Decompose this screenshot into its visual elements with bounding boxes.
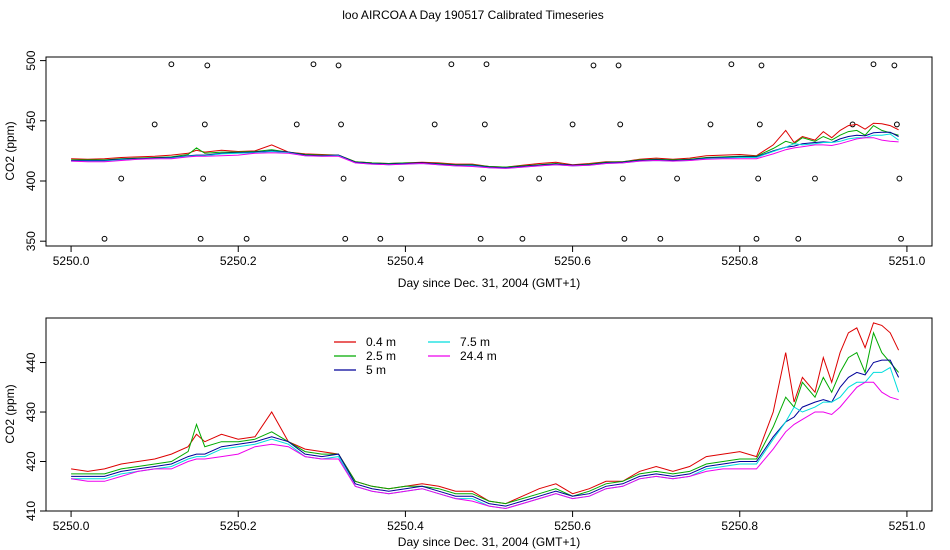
bottom-panel: Day since Dec. 31, 2004 (GMT+1) CO2 (ppm… xyxy=(3,317,933,549)
x-tick-label: 5250.0 xyxy=(53,519,90,533)
x-tick-label: 5250.2 xyxy=(220,254,257,268)
outlier-point xyxy=(204,62,211,69)
outlier-point xyxy=(812,175,818,182)
x-tick-label: 5250.6 xyxy=(554,254,591,268)
outlier-point xyxy=(477,235,484,242)
outlier-point xyxy=(898,235,904,242)
outlier-point xyxy=(398,175,405,182)
x-tick-label: 5251.0 xyxy=(889,254,926,268)
outlier-point xyxy=(621,235,628,242)
series-line-2-5-m xyxy=(71,331,899,505)
legend-label: 0.4 m xyxy=(366,335,396,349)
outlier-point xyxy=(728,61,735,68)
legend-label: 5 m xyxy=(366,363,386,377)
outlier-point xyxy=(431,121,438,128)
outlier-point xyxy=(870,61,877,68)
legend-label: 24.4 m xyxy=(460,349,497,363)
series-line-7-5-m xyxy=(71,366,900,510)
legend-label: 2.5 m xyxy=(366,349,396,363)
x-tick-label: 5250.8 xyxy=(721,254,758,268)
outlier-point xyxy=(619,175,626,182)
series-line-24-4-m xyxy=(71,381,899,510)
y-tick-label: 430 xyxy=(24,402,38,422)
outlier-point xyxy=(151,121,158,128)
top-series-line-0-4-m xyxy=(71,122,899,168)
top-plot-frame xyxy=(45,56,933,247)
outlier-point xyxy=(617,121,624,128)
outlier-point xyxy=(168,61,175,68)
outlier-point xyxy=(340,175,347,182)
outlier-point xyxy=(342,235,349,242)
top-panel: Day since Dec. 31, 2004 (GMT+1) CO2 (ppm… xyxy=(3,50,933,290)
bottom-x-axis-label: Day since Dec. 31, 2004 (GMT+1) xyxy=(398,535,580,549)
y-tick-label: 450 xyxy=(24,110,38,130)
outlier-point xyxy=(753,235,760,242)
outlier-point xyxy=(118,175,125,182)
outlier-point xyxy=(590,62,597,69)
outlier-point xyxy=(377,235,384,242)
series-line-5-m xyxy=(71,359,900,507)
x-tick-label: 5250.6 xyxy=(554,519,591,533)
outlier-point xyxy=(480,175,487,182)
outlier-point xyxy=(707,121,714,128)
outlier-point xyxy=(310,61,317,68)
outlier-point xyxy=(338,121,344,128)
outlier-point xyxy=(293,121,300,128)
y-tick-label: 420 xyxy=(24,451,38,471)
top-series-line-5-m xyxy=(71,131,899,169)
outlier-point xyxy=(200,175,207,182)
outlier-point xyxy=(891,62,898,69)
outlier-point xyxy=(335,62,342,69)
outlier-point xyxy=(448,61,455,68)
legend: 0.4 m2.5 m5 m 7.5 m24.4 m xyxy=(334,335,497,377)
legend-label: 7.5 m xyxy=(460,335,490,349)
outlier-point xyxy=(101,235,108,242)
outlier-point xyxy=(243,235,250,242)
outlier-point xyxy=(481,121,488,128)
x-tick-label: 5250.4 xyxy=(387,254,424,268)
outlier-point xyxy=(569,121,576,128)
top-series-line-2-5-m xyxy=(71,124,899,168)
top-series-line-24-4-m xyxy=(71,137,899,169)
outlier-point xyxy=(893,121,900,128)
chart-title: loo AIRCOA A Day 190517 Calibrated Times… xyxy=(342,8,603,22)
x-tick-label: 5250.4 xyxy=(387,519,424,533)
bottom-y-axis-label: CO2 (ppm) xyxy=(3,384,17,443)
outlier-point xyxy=(795,235,802,242)
y-tick-label: 400 xyxy=(24,171,38,191)
y-tick-label: 500 xyxy=(24,50,38,70)
series-line-0-4-m xyxy=(71,322,900,505)
y-tick-label: 410 xyxy=(24,501,38,521)
bottom-plot-frame xyxy=(45,317,933,512)
top-y-axis-label: CO2 (ppm) xyxy=(3,121,17,180)
outlier-point xyxy=(483,61,490,68)
outlier-point xyxy=(758,62,765,69)
outlier-point xyxy=(536,175,543,182)
outlier-point xyxy=(755,175,762,182)
x-tick-label: 5250.8 xyxy=(721,519,758,533)
outlier-point xyxy=(197,235,204,242)
x-tick-label: 5250.0 xyxy=(53,254,90,268)
outlier-point xyxy=(201,121,208,128)
outlier-point xyxy=(615,62,622,69)
outlier-point xyxy=(896,175,903,182)
outlier-point xyxy=(674,175,680,182)
outlier-point xyxy=(657,235,664,242)
top-x-axis-label: Day since Dec. 31, 2004 (GMT+1) xyxy=(398,276,580,290)
outlier-point xyxy=(519,235,526,242)
outlier-point xyxy=(756,121,763,128)
y-tick-label: 440 xyxy=(24,352,38,372)
x-tick-label: 5251.0 xyxy=(889,519,926,533)
x-tick-label: 5250.2 xyxy=(220,519,257,533)
y-tick-label: 350 xyxy=(24,231,38,251)
outlier-point xyxy=(260,175,267,182)
